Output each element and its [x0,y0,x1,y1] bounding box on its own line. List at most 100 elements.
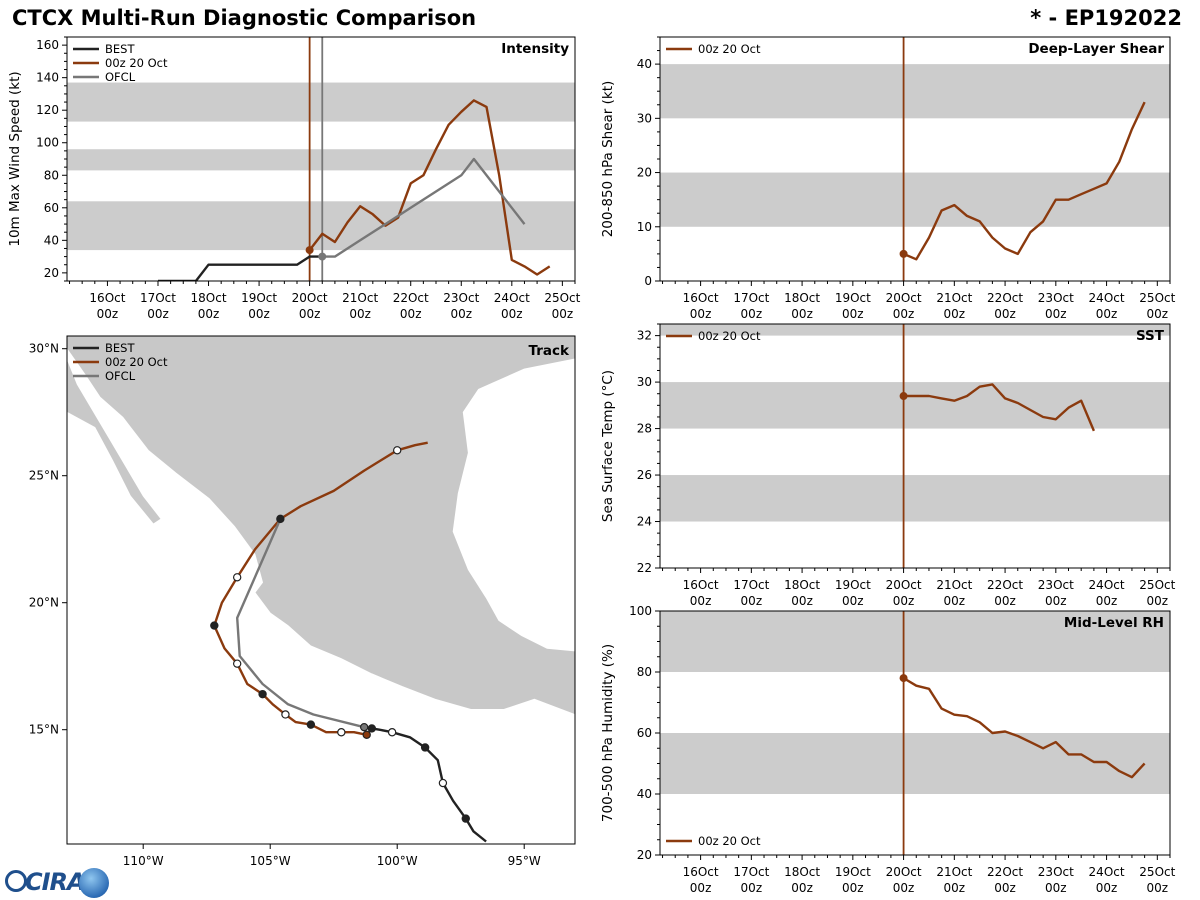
intensity-plot-area [67,37,575,281]
shear-series-run [903,101,1146,261]
intensity-xtick-label-hour: 00z [198,307,220,321]
rh-panel-title: Mid-Level RH [1064,615,1164,631]
track-point-run [393,446,402,455]
intensity-xtick-label-hour: 00z [97,307,119,321]
track-legend-label-ofcl: OFCL [105,369,136,383]
sst-frame [659,323,1171,569]
rh-xtick-label-hour: 00z [994,881,1016,895]
shear-band-0 [660,172,1170,227]
intensity-xtick-label-hour: 00z [147,307,169,321]
rh-xtick-label-date: 23Oct [1038,865,1074,879]
rh-xtick-label-date: 22Oct [987,865,1023,879]
baja-landmass [67,336,162,525]
track-lat-label: 30°N [29,342,59,356]
intensity-legend-label-run: 00z 20 Oct [105,56,168,70]
track-point-run [232,659,242,668]
track-point-best [367,724,376,733]
sst-xtick-label-date: 21Oct [936,578,972,592]
shear-band-1 [660,64,1170,119]
shear-xtick-label-hour: 00z [791,307,813,321]
track-map-area [67,336,575,843]
track-point-run [362,730,371,739]
sst-xtick-label-date: 16Oct [683,578,719,592]
sst-ytick-label: 28 [637,422,652,436]
shear-xtick-label-date: 24Oct [1089,291,1125,305]
rh-panel: 20 40 60 80 100 16Oct 00z 17Oct 00z 18Oct 00z 19Oct… [600,604,1176,895]
cira-globe-icon [79,868,109,898]
rh-xtick-label-hour: 00z [842,881,864,895]
rh-legend-label-run: 00z 20 Oct [698,834,761,848]
sst-xtick-label-hour: 00z [1045,594,1067,608]
track-point-run [276,514,285,524]
intensity-panel-title: Intensity [501,41,569,57]
shear-xtick-label-hour: 00z [690,307,712,321]
sst-xtick-label-hour: 00z [690,594,712,608]
rh-xtick-label-hour: 00z [1147,881,1169,895]
rh-xtick-label-date: 25Oct [1139,865,1175,879]
intensity-xtick-label-hour: 00z [501,307,523,321]
shear-ytick-label: 20 [637,166,652,180]
track-lat-label: 20°N [29,596,59,610]
shear-panel-title: Deep-Layer Shear [1028,41,1164,57]
intensity-ytick-label: 140 [36,71,59,85]
sst-y-axis-label: Sea Surface Temp (°C) [600,370,616,522]
shear-y-axis-label: 200-850 hPa Shear (kt) [600,81,616,238]
rh-xtick-label-date: 17Oct [733,865,769,879]
intensity-band-1 [67,149,575,171]
track-point-run [306,720,316,729]
sst-xtick-label-date: 19Oct [835,578,871,592]
rh-xtick-label-hour: 00z [1045,881,1067,895]
intensity-xtick-label-hour: 00z [299,307,321,321]
track-lat-label: 25°N [29,469,59,483]
track-point-run [210,621,219,630]
intensity-ytick-label: 40 [44,233,59,247]
sst-plot-area [660,324,1170,568]
rh-ytick-label: 100 [629,604,652,618]
rh-band-1 [660,611,1170,672]
shear-xtick-label-hour: 00z [741,307,763,321]
rh-y-axis-label: 700-500 hPa Humidity (%) [600,644,616,822]
track-frame [66,335,576,845]
intensity-xtick-label-date: 25Oct [544,291,580,305]
intensity-legend-label-ofcl: OFCL [105,70,136,84]
shear-xtick-label-date: 22Oct [987,291,1023,305]
track-panel-title: Track [529,343,570,359]
intensity-ytick-label: 80 [44,168,59,182]
intensity-y-axis-label: 10m Max Wind Speed (kt) [7,71,23,246]
mainland-landmass [67,336,575,715]
cira-logo-ring-icon [5,870,27,892]
intensity-panel: 20 40 60 80 100 120 140 160 16Oct 00z 17Oct 00z 18Oc… [7,36,581,321]
sst-band-2 [660,324,1170,336]
sst-series-run [903,383,1096,432]
intensity-ytick-label: 160 [36,38,59,52]
shear-xtick-label-hour: 00z [1045,307,1067,321]
sst-band-1 [660,382,1170,429]
cira-logo: CIRA [5,866,109,900]
sst-xtick-label-date: 23Oct [1038,578,1074,592]
cira-logo-wordmark: CIRA [25,868,86,896]
rh-xtick-label-hour: 00z [893,881,915,895]
sst-marker-run [899,392,908,401]
track-lat-label: 15°N [29,723,59,737]
intensity-xtick-label-hour: 00z [450,307,472,321]
sst-xtick-label-date: 20Oct [886,578,922,592]
shear-xtick-label-date: 17Oct [733,291,769,305]
rh-plot-area [660,611,1170,855]
track-lon-label: 100°W [377,854,418,868]
rh-marker-run [899,674,908,683]
track-point-run [258,689,267,699]
track-point-best [461,814,470,823]
shear-legend-label-run: 00z 20 Oct [698,42,761,56]
shear-ytick-label: 0 [644,274,652,288]
intensity-ytick-label: 60 [44,201,59,215]
sst-xtick-label-hour: 00z [1096,594,1118,608]
rh-ytick-label: 40 [637,787,652,801]
track-legend-label-best: BEST [105,341,135,355]
intensity-band-0 [67,201,575,251]
sst-xtick-label-hour: 00z [741,594,763,608]
intensity-xtick-label-date: 21Oct [342,291,378,305]
intensity-xtick-label-hour: 00z [349,307,371,321]
track-point-best [387,728,397,737]
intensity-ytick-label: 20 [44,266,59,280]
